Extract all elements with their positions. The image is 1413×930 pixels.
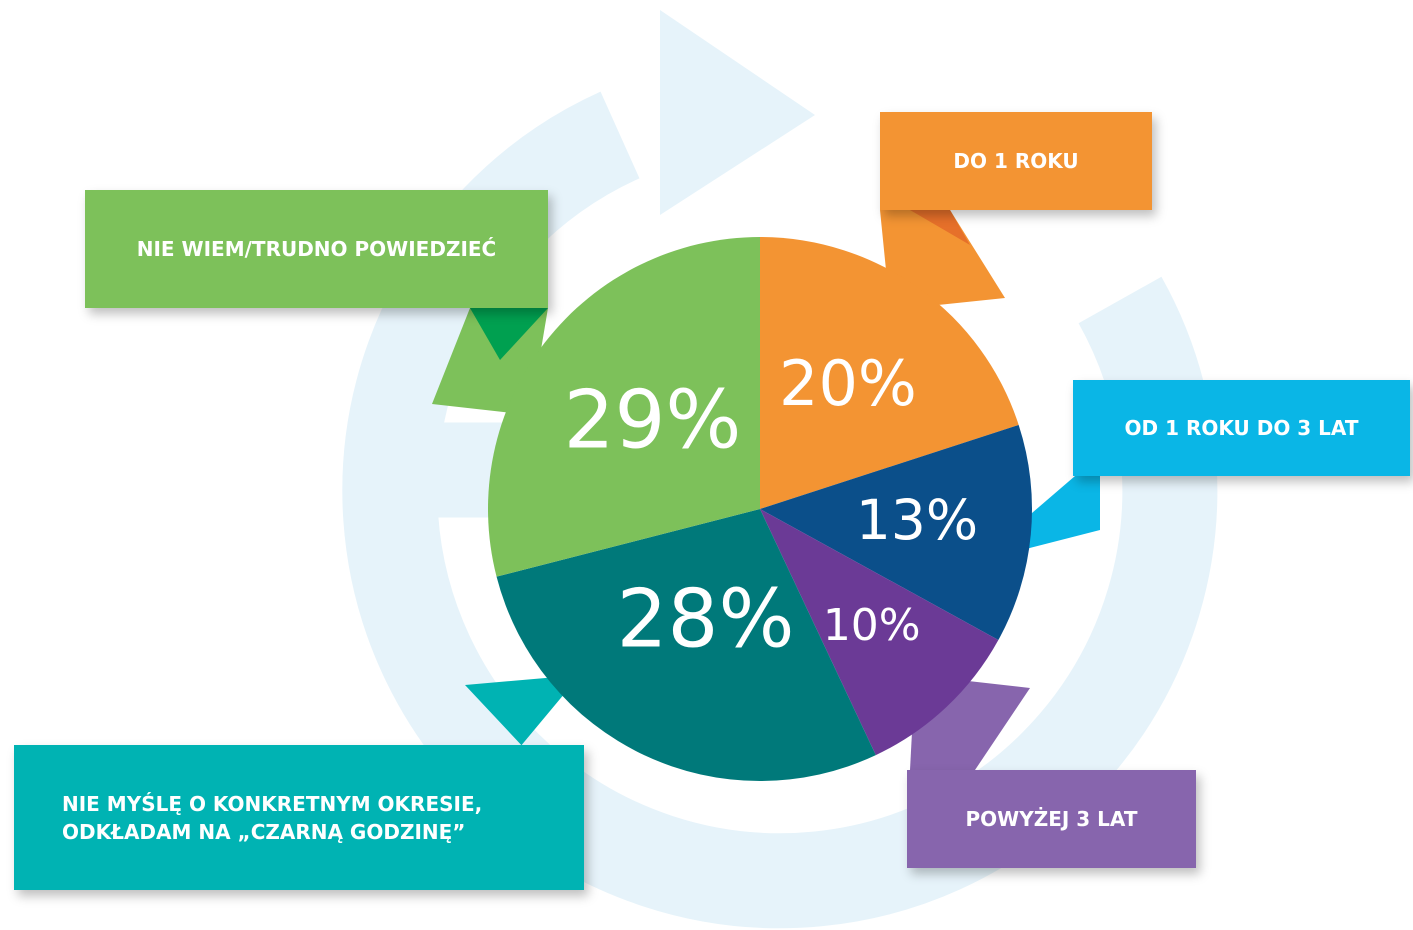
data-label: 10% bbox=[823, 600, 921, 651]
category-label: DO 1 ROKU bbox=[880, 112, 1152, 210]
pointer-fold bbox=[470, 308, 548, 360]
category-label: OD 1 ROKU DO 3 LAT bbox=[1073, 380, 1410, 476]
arrow-head bbox=[660, 10, 815, 215]
category-label: NIE WIEM/TRUDNO POWIEDZIEĆ bbox=[85, 190, 548, 308]
category-label: POWYŻEJ 3 LAT bbox=[907, 770, 1196, 868]
pie-slice bbox=[760, 424, 1032, 641]
data-label: 29% bbox=[564, 374, 742, 467]
callout-pointers bbox=[432, 210, 1100, 770]
pie: 20% 13% 10% 28% 29% bbox=[488, 237, 1032, 781]
pointer bbox=[465, 675, 580, 765]
pie-slice bbox=[760, 509, 999, 756]
category-label: NIE MYŚLĘ O KONKRETNYM OKRESIE, ODKŁADAM… bbox=[14, 745, 584, 890]
data-label: 20% bbox=[779, 347, 917, 420]
pie-slice bbox=[760, 237, 1019, 509]
pie-slice bbox=[488, 237, 760, 577]
data-label: 28% bbox=[617, 573, 795, 666]
pointer-fold bbox=[910, 210, 970, 245]
data-label: 13% bbox=[856, 488, 978, 552]
pie-slice bbox=[496, 509, 876, 781]
arrow-ring bbox=[342, 91, 1218, 929]
